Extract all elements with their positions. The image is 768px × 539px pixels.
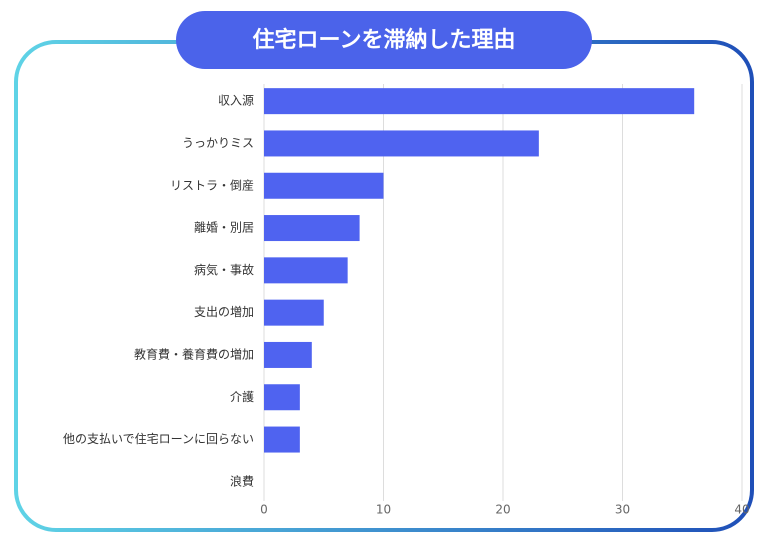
y-tick-label: 他の支払いで住宅ローンに回らない (63, 431, 254, 446)
bar (264, 384, 300, 411)
y-tick-label: 収入源 (218, 94, 254, 108)
bar (264, 172, 384, 199)
y-tick-label: 病気・事故 (194, 262, 254, 277)
y-tick-label: うっかりミス (182, 136, 254, 150)
x-tick-label: 30 (615, 503, 630, 517)
x-tick-label: 20 (495, 503, 510, 517)
chart-title: 住宅ローンを滞納した理由 (253, 27, 516, 53)
y-tick-label: 介護 (230, 389, 254, 404)
bar (264, 299, 324, 326)
bar (264, 130, 539, 157)
bar (264, 88, 695, 115)
title-pill (176, 11, 592, 69)
y-tick-label: 教育費・養育費の増加 (134, 346, 254, 361)
y-tick-label: 離婚・別居 (194, 221, 254, 235)
y-tick-label: リストラ・倒産 (170, 177, 254, 192)
bar (264, 426, 300, 453)
bar (264, 215, 360, 242)
x-tick-label: 10 (376, 503, 391, 517)
x-tick-label: 40 (734, 503, 749, 517)
y-tick-label: 支出の増加 (194, 305, 254, 319)
y-tick-label: 浪費 (230, 473, 254, 488)
x-tick-label: 0 (260, 503, 268, 517)
bar (264, 257, 348, 284)
bar (264, 341, 312, 368)
